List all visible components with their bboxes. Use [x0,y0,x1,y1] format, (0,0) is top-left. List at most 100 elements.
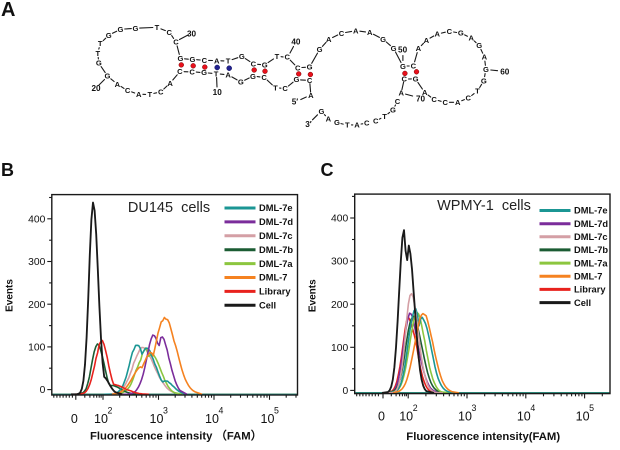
svg-text:DML-7b: DML-7b [574,245,608,255]
svg-text:C: C [189,68,195,77]
svg-text:C: C [373,117,379,126]
svg-text:G: G [413,75,419,84]
svg-text:40: 40 [291,37,301,46]
svg-text:300: 300 [28,257,45,268]
svg-text:400: 400 [331,214,348,225]
svg-text:Cell: Cell [574,298,591,308]
svg-text:A: A [482,53,488,62]
svg-text:A: A [1,0,15,21]
svg-text:10: 10 [458,410,472,424]
svg-text:400: 400 [28,214,45,225]
svg-text:G: G [390,105,396,114]
svg-text:G: G [458,29,464,38]
svg-text:10: 10 [94,412,108,426]
svg-text:10: 10 [261,412,275,426]
svg-text:C: C [395,97,401,106]
svg-text:A: A [422,88,428,97]
svg-text:T: T [98,39,103,48]
svg-text:G: G [133,24,139,33]
svg-text:100: 100 [331,343,348,354]
svg-text:T: T [345,121,350,130]
svg-text:10: 10 [517,410,531,424]
svg-text:G: G [400,62,406,71]
svg-text:G: G [293,75,299,84]
svg-text:C: C [339,29,345,38]
svg-text:G: G [319,107,325,116]
svg-text:G: G [317,45,323,54]
svg-text:DML-7c: DML-7c [259,231,293,241]
svg-text:Fluorescence intensity(FAM): Fluorescence intensity(FAM) [406,431,560,443]
svg-text:5′: 5′ [292,97,299,106]
svg-text:C: C [466,94,472,103]
svg-text:10: 10 [205,412,219,426]
svg-text:A: A [167,79,173,88]
svg-text:A: A [225,70,231,79]
svg-text:Events: Events [4,279,15,312]
svg-text:2: 2 [413,403,418,413]
svg-text:100: 100 [28,343,45,354]
svg-text:T: T [95,49,100,58]
svg-text:A: A [136,90,142,99]
svg-text:A: A [416,44,422,53]
svg-text:T: T [273,83,278,92]
svg-text:G: G [106,31,112,40]
svg-text:G: G [190,55,196,64]
svg-text:5: 5 [274,406,279,416]
svg-text:T: T [382,112,387,121]
svg-text:0: 0 [71,412,78,426]
svg-text:200: 200 [28,300,45,311]
svg-text:A: A [326,35,332,44]
svg-text:50: 50 [398,45,408,54]
svg-text:C: C [431,95,437,104]
svg-text:WPMY-1 cells: WPMY-1 cells [437,198,531,214]
svg-text:G: G [481,76,487,85]
svg-text:A: A [354,120,360,129]
svg-text:T: T [226,57,231,66]
svg-text:4: 4 [530,403,535,413]
svg-text:A: A [353,26,359,35]
svg-text:DML-7d: DML-7d [574,219,608,229]
svg-text:G: G [201,68,207,77]
svg-text:T: T [155,23,160,32]
svg-text:G: G [307,63,313,72]
svg-text:C: C [321,160,334,180]
svg-text:A: A [455,98,461,107]
svg-text:C: C [364,119,370,128]
svg-text:C: C [411,61,417,70]
svg-text:C: C [261,73,267,82]
svg-text:60: 60 [500,68,510,77]
svg-text:0: 0 [40,385,46,396]
svg-text:C: C [251,60,257,69]
svg-text:C: C [307,76,313,85]
svg-text:G: G [105,72,111,81]
svg-text:DML-7a: DML-7a [574,258,608,268]
svg-text:0: 0 [342,386,348,397]
svg-text:DML-7a: DML-7a [259,259,293,269]
svg-text:0: 0 [378,410,385,424]
svg-text:2: 2 [108,406,113,416]
svg-text:C: C [158,87,164,96]
svg-text:DML-7e: DML-7e [259,203,293,213]
svg-text:DML-7: DML-7 [574,271,602,281]
svg-text:C: C [285,53,291,62]
svg-text:Fluorescence intensity （FAM）: Fluorescence intensity （FAM） [90,429,262,443]
svg-text:70: 70 [416,94,426,103]
svg-text:3′: 3′ [305,120,312,129]
svg-text:A: A [398,89,404,98]
svg-text:A: A [214,56,220,65]
svg-text:C: C [167,28,173,37]
svg-text:C: C [442,98,448,107]
svg-text:Library: Library [574,285,606,295]
svg-text:G: G [177,54,183,63]
svg-text:G: G [239,52,245,61]
svg-text:4: 4 [219,406,224,416]
svg-text:C: C [447,27,453,36]
svg-text:10: 10 [399,410,413,424]
svg-text:C: C [125,86,131,95]
svg-text:G: G [250,72,256,81]
svg-text:A: A [435,30,441,39]
svg-text:Events: Events [308,279,319,312]
svg-text:Cell: Cell [259,301,276,311]
svg-text:B: B [1,160,14,180]
svg-text:T: T [475,87,480,96]
